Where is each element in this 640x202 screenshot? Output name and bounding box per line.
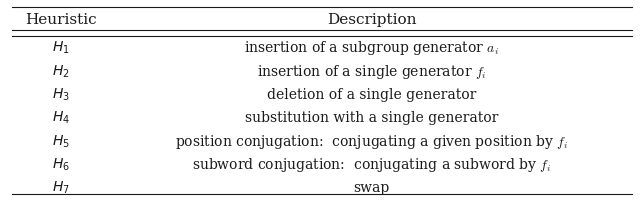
Text: $H_6$: $H_6$: [52, 156, 70, 172]
Text: $H_2$: $H_2$: [52, 63, 70, 79]
Text: $H_1$: $H_1$: [52, 40, 70, 56]
Text: $H_7$: $H_7$: [52, 179, 70, 196]
Text: $H_3$: $H_3$: [52, 86, 70, 103]
Text: insertion of a single generator $f_i$: insertion of a single generator $f_i$: [257, 62, 486, 80]
Text: $H_5$: $H_5$: [52, 133, 70, 149]
Text: deletion of a single generator: deletion of a single generator: [267, 87, 476, 101]
Text: position conjugation:  conjugating a given position by $f_i$: position conjugation: conjugating a give…: [175, 132, 568, 150]
Text: Heuristic: Heuristic: [26, 13, 97, 27]
Text: Description: Description: [327, 13, 416, 27]
Text: insertion of a subgroup generator $a_i$: insertion of a subgroup generator $a_i$: [244, 39, 499, 57]
Text: substitution with a single generator: substitution with a single generator: [245, 111, 498, 125]
Text: $H_4$: $H_4$: [52, 109, 70, 126]
Text: subword conjugation:  conjugating a subword by $f_i$: subword conjugation: conjugating a subwo…: [192, 155, 551, 173]
Text: swap: swap: [353, 180, 390, 194]
